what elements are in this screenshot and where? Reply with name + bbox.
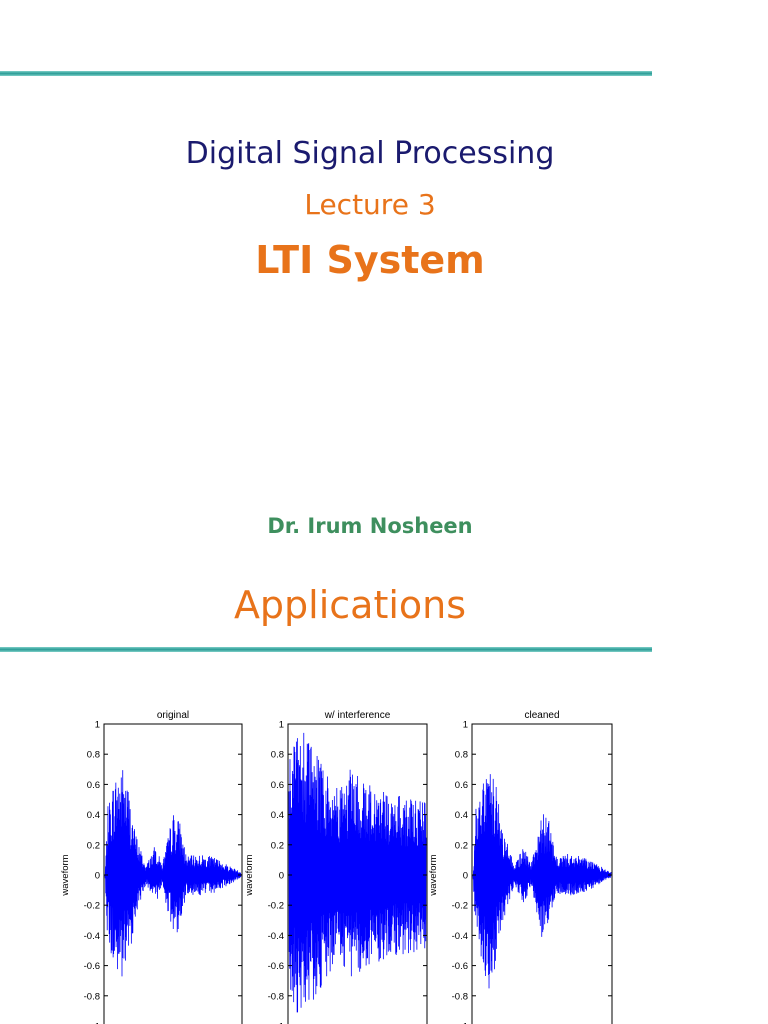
y-tick-label: -0.6 xyxy=(452,961,468,972)
waveform-panel-1: 1 0.8 0.6 0.4 0.2 0 -0.2 -0.4 -0.6 -0.8 -1 original… xyxy=(60,710,243,1024)
y-tick-label: 0.6 xyxy=(455,780,468,791)
waveform-trace-1 xyxy=(104,770,242,977)
panel-title: w/ interference xyxy=(324,710,391,721)
y-tick-label: -1 xyxy=(276,1022,284,1024)
y-axis-label: waveform xyxy=(428,854,439,896)
waveform-trace-2 xyxy=(288,732,427,1013)
y-tick-label: -0.2 xyxy=(452,901,468,912)
top-divider-rule xyxy=(0,71,652,76)
y-tick-label: -0.8 xyxy=(268,991,284,1002)
y-tick-label: 0.4 xyxy=(271,810,284,821)
bottom-divider-rule xyxy=(0,647,652,652)
y-tick-label: -0.8 xyxy=(84,991,100,1002)
panel-title: original xyxy=(157,710,189,721)
topic-title: LTI System xyxy=(255,238,485,282)
y-tick-label: 0.2 xyxy=(455,840,468,851)
y-tick-label: 0 xyxy=(95,871,100,882)
waveform-panel-3: 1 0.8 0.6 0.4 0.2 0 -0.2 -0.4 -0.6 -0.8 -1 cleaned w… xyxy=(428,710,613,1024)
y-axis-label: waveform xyxy=(244,854,255,896)
y-tick-label: 0.8 xyxy=(87,750,100,761)
waveform-panel-2: 1 0.8 0.6 0.4 0.2 0 -0.2 -0.4 -0.6 -0.8 -1 w/ inter… xyxy=(244,710,428,1024)
y-tick-label: -0.6 xyxy=(268,961,284,972)
y-tick-label: 1 xyxy=(279,720,284,731)
y-tick-label: -0.6 xyxy=(84,961,100,972)
y-tick-label: -0.4 xyxy=(268,931,284,942)
waveform-trace-3 xyxy=(472,774,612,989)
y-tick-label: 1 xyxy=(463,720,468,731)
y-tick-label: 0.4 xyxy=(455,810,468,821)
y-tick-label: 0.4 xyxy=(87,810,100,821)
y-tick-label: -0.4 xyxy=(84,931,100,942)
y-tick-label: 0.6 xyxy=(87,780,100,791)
y-tick-label: 0 xyxy=(463,871,468,882)
y-tick-label: 0.2 xyxy=(271,840,284,851)
panel-title: cleaned xyxy=(524,710,559,721)
y-tick-label: 0.8 xyxy=(455,750,468,761)
y-tick-label: -0.2 xyxy=(84,901,100,912)
section-title: Applications xyxy=(233,583,467,627)
waveform-figure: 1 0.8 0.6 0.4 0.2 0 -0.2 -0.4 -0.6 -0.8 -1 original… xyxy=(60,710,613,1024)
course-title: Digital Signal Processing xyxy=(185,136,555,171)
lecture-label: Lecture 3 xyxy=(304,188,436,221)
y-tick-label: -1 xyxy=(460,1022,468,1024)
y-tick-label: 0.6 xyxy=(271,780,284,791)
y-tick-label: 0.2 xyxy=(87,840,100,851)
y-axis-label: waveform xyxy=(60,854,71,896)
y-tick-label: -0.8 xyxy=(452,991,468,1002)
y-tick-label: 0.8 xyxy=(271,750,284,761)
y-tick-label: -0.2 xyxy=(268,901,284,912)
y-tick-label: 0 xyxy=(279,871,284,882)
author-name: Dr. Irum Nosheen xyxy=(267,514,473,538)
y-tick-label: -0.4 xyxy=(452,931,468,942)
y-tick-label: 1 xyxy=(95,720,100,731)
y-tick-label: -1 xyxy=(92,1022,100,1024)
